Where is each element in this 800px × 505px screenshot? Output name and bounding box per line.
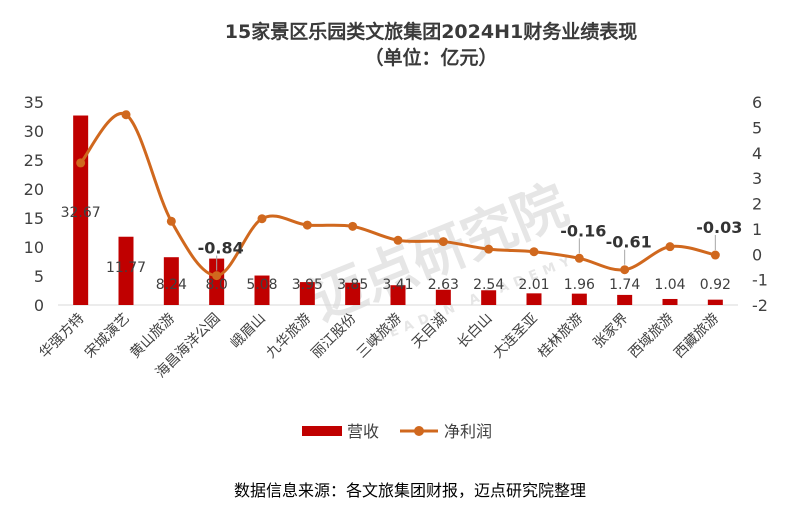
- profit-point-天目湖: [438, 237, 448, 247]
- profit-point-桂林旅游: [574, 253, 584, 263]
- bar-label-长白山: 2.54: [473, 277, 504, 293]
- category-label-张家界: 张家界: [590, 310, 632, 352]
- bar-label-桂林旅游: 1.96: [564, 277, 595, 293]
- profit-point-峨眉山: [257, 214, 267, 224]
- left-tick-label: 5: [34, 267, 44, 286]
- right-axis-ticks: -2 -1 0 1 2 3 4 5 6: [752, 93, 768, 315]
- chart-title: 15家景区乐园类文旅集团2024H1财务业绩表现: [225, 20, 637, 43]
- right-tick-label: 6: [752, 93, 762, 112]
- left-tick-label: 30: [24, 122, 44, 141]
- legend: 营收 净利润: [302, 422, 492, 441]
- bar-label-三峡旅游: 3.41: [382, 277, 413, 293]
- category-label-九华旅游: 九华旅游: [263, 311, 314, 362]
- bar-宋城演艺: [118, 236, 134, 305]
- bar-label-大连圣亚: 2.01: [518, 277, 549, 293]
- category-label-西藏旅游: 西藏旅游: [671, 311, 722, 362]
- profit-point-长白山: [484, 244, 494, 254]
- bar-峨眉山: [254, 275, 270, 305]
- line-label-桂林旅游: -0.16: [560, 221, 606, 240]
- bar-label-华强方特: 32.67: [61, 205, 101, 221]
- left-axis-ticks: 0 5 10 15 20 25 30 35: [24, 93, 44, 315]
- left-tick-label: 25: [24, 151, 44, 170]
- bar-三峡旅游: [390, 285, 406, 305]
- bar-label-西藏旅游: 0.92: [700, 277, 731, 293]
- category-label-西域旅游: 西域旅游: [626, 311, 677, 362]
- right-tick-label: 0: [752, 245, 762, 264]
- category-label-华强方特: 华强方特: [37, 311, 88, 362]
- bar-桂林旅游: [571, 293, 587, 305]
- right-tick-label: -2: [752, 296, 768, 315]
- bar-label-张家界: 1.74: [609, 277, 640, 293]
- left-tick-label: 20: [24, 180, 44, 199]
- bar-大连圣亚: [526, 293, 542, 305]
- category-label-峨眉山: 峨眉山: [228, 311, 269, 352]
- bar-黄山旅游: [163, 257, 179, 305]
- line-label-西藏旅游: -0.03: [696, 218, 742, 237]
- bar-label-丽江股份: 3.85: [337, 277, 368, 293]
- line-data-labels: -0.84 -0.16-0.61 -0.03: [198, 218, 742, 271]
- bar-label-西域旅游: 1.04: [654, 277, 685, 293]
- profit-point-大连圣亚: [529, 247, 539, 257]
- profit-point-三峡旅游: [393, 235, 403, 245]
- bar-label-九华旅游: 3.95: [292, 277, 323, 293]
- category-label-长白山: 长白山: [454, 311, 495, 352]
- left-tick-label: 0: [34, 296, 44, 315]
- bar-天目湖: [435, 289, 451, 305]
- profit-point-海昌海洋公园: [212, 271, 222, 281]
- bar-张家界: [617, 294, 633, 305]
- legend-marker-profit: [414, 426, 424, 436]
- bar-九华旅游: [299, 282, 315, 305]
- left-tick-label: 35: [24, 93, 44, 112]
- right-tick-label: 2: [752, 195, 762, 214]
- left-tick-label: 10: [24, 238, 44, 257]
- profit-point-张家界: [620, 265, 630, 275]
- profit-point-宋城演艺: [121, 110, 131, 120]
- source-note: 数据信息来源：各文旅集团财报，迈点研究院整理: [234, 481, 586, 500]
- bar-label-宋城演艺: 11.77: [106, 260, 146, 276]
- profit-point-丽江股份: [348, 221, 358, 231]
- bar-label-峨眉山: 5.08: [246, 277, 277, 293]
- profit-point-西域旅游: [665, 242, 675, 252]
- legend-swatch-revenue: [302, 426, 342, 436]
- left-tick-label: 15: [24, 209, 44, 228]
- right-tick-label: 4: [752, 144, 762, 163]
- right-tick-label: 1: [752, 220, 762, 239]
- right-tick-label: 3: [752, 169, 762, 188]
- line-series: [76, 110, 720, 281]
- bar-西藏旅游: [707, 299, 723, 305]
- bar-label-天目湖: 2.63: [428, 277, 459, 293]
- bar-series: [73, 115, 723, 305]
- profit-point-九华旅游: [302, 220, 312, 230]
- bar-label-海昌海洋公园: 8.0: [206, 277, 228, 293]
- category-label-大连圣亚: 大连圣亚: [490, 311, 541, 362]
- bar-data-labels: 32.67 11.77 8.24 8.0 5.08 3.95 3.85 3.41 2.63 2.5…: [61, 205, 731, 293]
- category-label-桂林旅游: 桂林旅游: [535, 311, 586, 362]
- bar-海昌海洋公园: [209, 258, 225, 305]
- profit-point-黄山旅游: [166, 216, 176, 226]
- legend-label-revenue: 营收: [347, 422, 379, 441]
- category-label-宋城演艺: 宋城演艺: [82, 311, 133, 362]
- bar-丽江股份: [345, 282, 361, 305]
- right-tick-label: -1: [752, 271, 768, 290]
- line-label-海昌海洋公园: -0.84: [198, 239, 244, 258]
- profit-point-西藏旅游: [710, 250, 720, 260]
- profit-point-华强方特: [76, 158, 86, 168]
- bar-西域旅游: [662, 298, 678, 305]
- legend-label-profit: 净利润: [444, 422, 492, 441]
- bar-label-黄山旅游: 8.24: [156, 277, 187, 293]
- bar-长白山: [481, 290, 497, 305]
- line-label-张家界: -0.61: [606, 233, 652, 252]
- chart-subtitle: （单位：亿元）: [364, 46, 497, 69]
- right-tick-label: 5: [752, 118, 762, 137]
